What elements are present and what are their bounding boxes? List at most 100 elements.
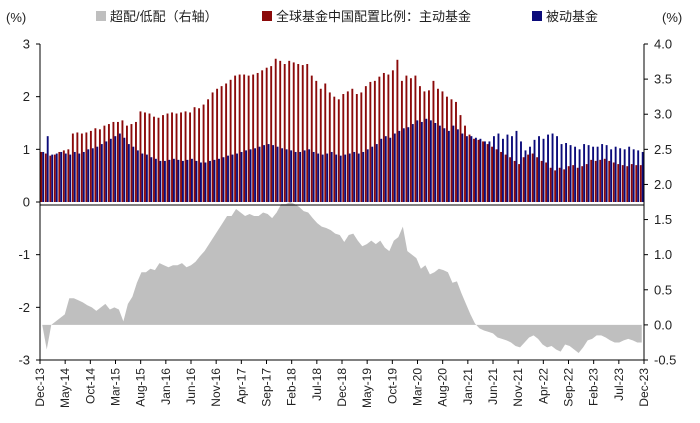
bar-active-fund (171, 112, 173, 202)
bar-active-fund (71, 133, 74, 202)
bar-active-fund (333, 96, 336, 202)
bar-active-fund (590, 159, 593, 202)
bar-active-fund (437, 88, 439, 202)
bar-passive-fund (263, 145, 266, 202)
bar-passive-fund (348, 153, 351, 202)
bar-active-fund (554, 170, 557, 202)
bar-passive-fund (96, 146, 99, 202)
bar-active-fund (67, 149, 70, 202)
bar-passive-fund (614, 146, 617, 202)
bar-passive-fund (596, 146, 599, 202)
x-tick-label: Dec-18 (335, 368, 349, 407)
bar-passive-fund (145, 154, 148, 202)
bar-passive-fund (64, 153, 67, 202)
bar-passive-fund (574, 146, 577, 202)
bar-active-fund (495, 149, 498, 202)
bar-active-fund (274, 58, 277, 202)
left-axis-unit: (%) (6, 10, 26, 25)
bar-active-fund (432, 80, 435, 202)
bar-active-fund (76, 132, 79, 202)
bar-active-fund (418, 86, 421, 202)
bar-active-fund (319, 88, 322, 202)
bar-active-fund (175, 113, 178, 202)
bar-active-fund (455, 101, 457, 202)
bar-passive-fund (601, 144, 604, 202)
bar-active-fund (621, 165, 624, 202)
bar-passive-fund (285, 149, 288, 202)
bar-passive-fund (605, 145, 608, 202)
bar-active-fund (216, 88, 219, 202)
legend-label-active-fund: 全球基金中国配置比例：主动基金 (276, 9, 471, 24)
bar-active-fund (382, 72, 385, 202)
bar-passive-fund (195, 160, 198, 202)
bar-passive-fund (542, 138, 545, 202)
bar-passive-fund (132, 146, 135, 202)
bar-active-fund (459, 115, 462, 202)
bar-passive-fund (240, 151, 243, 202)
bar-active-fund (126, 125, 128, 202)
bar-passive-fund (398, 130, 401, 202)
bar-passive-fund (299, 151, 302, 202)
bar-active-fund (477, 139, 480, 202)
bar-passive-fund (105, 141, 108, 202)
bar-passive-fund (231, 154, 234, 202)
x-tick-label: Feb-23 (587, 368, 601, 406)
bar-active-fund (261, 70, 264, 202)
bar-passive-fund (114, 136, 117, 202)
bar-active-fund (265, 67, 268, 202)
bar-passive-fund (502, 138, 504, 202)
bar-active-fund (116, 121, 119, 202)
x-tick-label: Nov-21 (511, 368, 525, 407)
bar-active-fund (464, 125, 466, 202)
bar-passive-fund (330, 151, 333, 202)
bar-active-fund (220, 86, 223, 202)
right-y-tick-label: 3.0 (654, 107, 672, 122)
bar-passive-fund (154, 158, 157, 202)
right-axis-unit: (%) (662, 10, 682, 25)
left-y-tick-label: 2 (23, 89, 30, 104)
bar-active-fund (346, 91, 349, 202)
legend-swatch-passive-fund (532, 11, 542, 21)
bar-active-fund (103, 125, 106, 202)
bar-active-fund (342, 94, 345, 202)
bar-active-fund (486, 144, 489, 202)
x-tick-label: Apr-17 (234, 368, 248, 404)
bar-active-fund (256, 72, 259, 202)
bar-active-fund (112, 121, 115, 202)
bar-active-fund (441, 91, 444, 202)
bar-active-fund (247, 75, 250, 202)
bar-passive-fund (587, 145, 590, 202)
x-tick-label: Jul-18 (310, 368, 324, 401)
x-tick-label: Jun-21 (486, 368, 500, 405)
bar-passive-fund (529, 146, 531, 202)
bar-active-fund (189, 112, 191, 202)
bar-passive-fund (443, 128, 446, 202)
bar-passive-fund (317, 153, 320, 202)
bar-active-fund (373, 80, 376, 202)
bar-active-fund (540, 160, 543, 202)
bar-passive-fund (51, 154, 54, 202)
bar-active-fund (473, 138, 475, 202)
bar-passive-fund (493, 136, 495, 202)
bar-active-fund (608, 160, 611, 202)
bar-active-fund (270, 66, 273, 203)
bar-active-fund (639, 165, 642, 202)
bar-passive-fund (402, 128, 405, 202)
bar-passive-fund (483, 141, 486, 202)
bar-active-fund (500, 151, 503, 202)
bar-active-fund (207, 99, 210, 202)
bar-active-fund (513, 160, 516, 202)
bar-active-fund (283, 64, 286, 202)
bar-passive-fund (312, 151, 315, 202)
x-tick-label: Dec-13 (33, 368, 47, 407)
bar-passive-fund (109, 138, 112, 202)
left-y-ticks: 3 2 1 0 -1 -2 -3 (18, 37, 40, 368)
bar-passive-fund (218, 158, 220, 202)
bar-passive-fund (362, 151, 365, 202)
bar-passive-fund (452, 125, 455, 202)
bar-active-fund (292, 62, 295, 203)
bar-active-fund (617, 164, 620, 202)
right-y-tick-label: 2.0 (654, 177, 672, 192)
x-tick-label: Oct-19 (385, 368, 399, 404)
bar-active-fund (279, 60, 282, 202)
